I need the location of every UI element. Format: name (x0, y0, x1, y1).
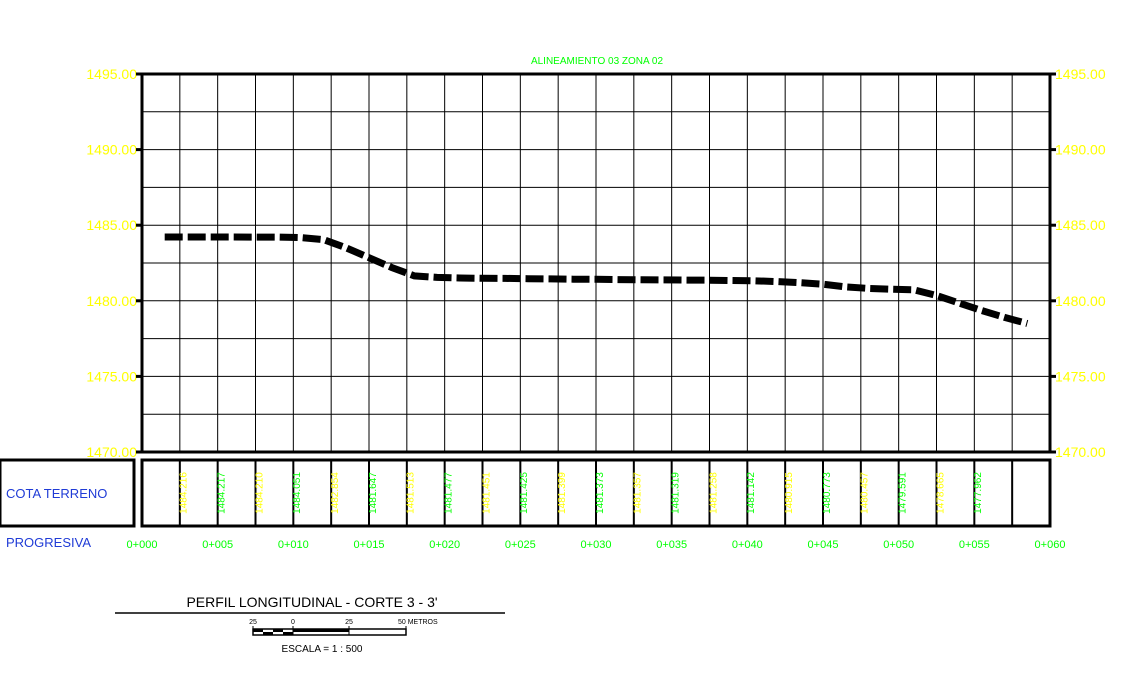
scale-label-25-left: 25 (249, 619, 257, 626)
scale-label-25-right: 25 (345, 619, 353, 626)
x-tick-label: 0+055 (959, 539, 990, 551)
cota-value: 1480.457 (860, 472, 871, 514)
y-tick-label: 1475.00 (86, 368, 137, 384)
y-tick-labels-left: 1470.00 1475.00 1480.00 1485.00 1490.00 1495.… (86, 66, 142, 460)
cota-value: 1481.399 (557, 472, 568, 514)
profile-title: PERFIL LONGITUDINAL - CORTE 3 - 3' (186, 594, 437, 610)
scale-label-50: 50 METROS (398, 619, 438, 626)
x-tick-label: 0+015 (354, 539, 385, 551)
cota-value: 1484.210 (254, 472, 265, 514)
chart-title: ALINEAMIENTO 03 ZONA 02 (531, 56, 664, 67)
scale-label-0: 0 (291, 619, 295, 626)
cota-value: 1480.915 (784, 472, 795, 514)
y-tick-label: 1470.00 (86, 444, 137, 460)
cota-value: 1481.451 (481, 472, 492, 514)
cota-value: 1481.357 (633, 472, 644, 514)
x-tick-label: 0+030 (581, 539, 612, 551)
cota-value: 1480.773 (822, 472, 833, 514)
scale-bar (252, 626, 407, 636)
x-tick-label: 0+035 (656, 539, 687, 551)
chart-grid (142, 74, 1050, 452)
x-tick-label: 0+025 (505, 539, 536, 551)
cota-value: 1481.319 (671, 472, 682, 514)
cota-value: 1481.477 (444, 472, 455, 514)
x-tick-label: 0+020 (429, 539, 460, 551)
cota-label-box (0, 458, 136, 528)
cota-value: 1481.373 (595, 472, 606, 514)
terrain-profile-line (164, 233, 1029, 327)
y-tick-label: 1485.00 (86, 217, 137, 233)
cota-value: 1481.647 (368, 472, 379, 514)
x-tick-label: 0+040 (732, 539, 763, 551)
x-tick-label: 0+060 (1035, 539, 1066, 551)
cota-value: 1481.513 (406, 472, 417, 514)
y-tick-label: 1485.00 (1055, 217, 1106, 233)
y-tick-label: 1480.00 (86, 293, 137, 309)
plot-frame (140, 72, 1052, 454)
x-tick-label: 0+000 (127, 539, 158, 551)
y-tick-labels-right: 1470.00 1475.00 1480.00 1485.00 1490.00 1495.… (1050, 66, 1106, 460)
cota-value: 1484.216 (179, 472, 190, 514)
y-tick-label: 1490.00 (86, 142, 137, 158)
cota-value: 1481.142 (746, 472, 757, 514)
cota-value: 1481.258 (708, 472, 719, 514)
x-tick-label: 0+005 (202, 539, 233, 551)
cota-value: 1484.051 (292, 472, 303, 514)
y-tick-label: 1475.00 (1055, 368, 1106, 384)
x-tick-labels: 0+000 0+005 0+010 0+015 0+020 0+025 0+030 0+035… (127, 539, 1066, 551)
cota-value: 1479.591 (898, 472, 909, 514)
scale-text: ESCALA = 1 : 500 (282, 644, 363, 655)
x-tick-label: 0+010 (278, 539, 309, 551)
y-tick-label: 1495.00 (86, 66, 137, 82)
y-tick-label: 1495.00 (1055, 66, 1106, 82)
x-tick-label: 0+045 (808, 539, 839, 551)
cota-value: 1482.854 (330, 472, 341, 514)
progresiva-row-label: PROGRESIVA (6, 535, 91, 550)
cota-value: 1478.665 (935, 472, 946, 514)
cota-value: 1481.425 (519, 472, 530, 514)
y-tick-label: 1480.00 (1055, 293, 1106, 309)
cota-row-label: COTA TERRENO (6, 486, 107, 501)
y-tick-label: 1490.00 (1055, 142, 1106, 158)
cota-value: 1477.962 (973, 472, 984, 514)
y-tick-label: 1470.00 (1055, 444, 1106, 460)
cota-cells: 1484.216 1484.217 1484.210 1484.051 1482.854… (179, 460, 1014, 526)
cota-value: 1484.217 (217, 472, 228, 514)
x-tick-label: 0+050 (883, 539, 914, 551)
